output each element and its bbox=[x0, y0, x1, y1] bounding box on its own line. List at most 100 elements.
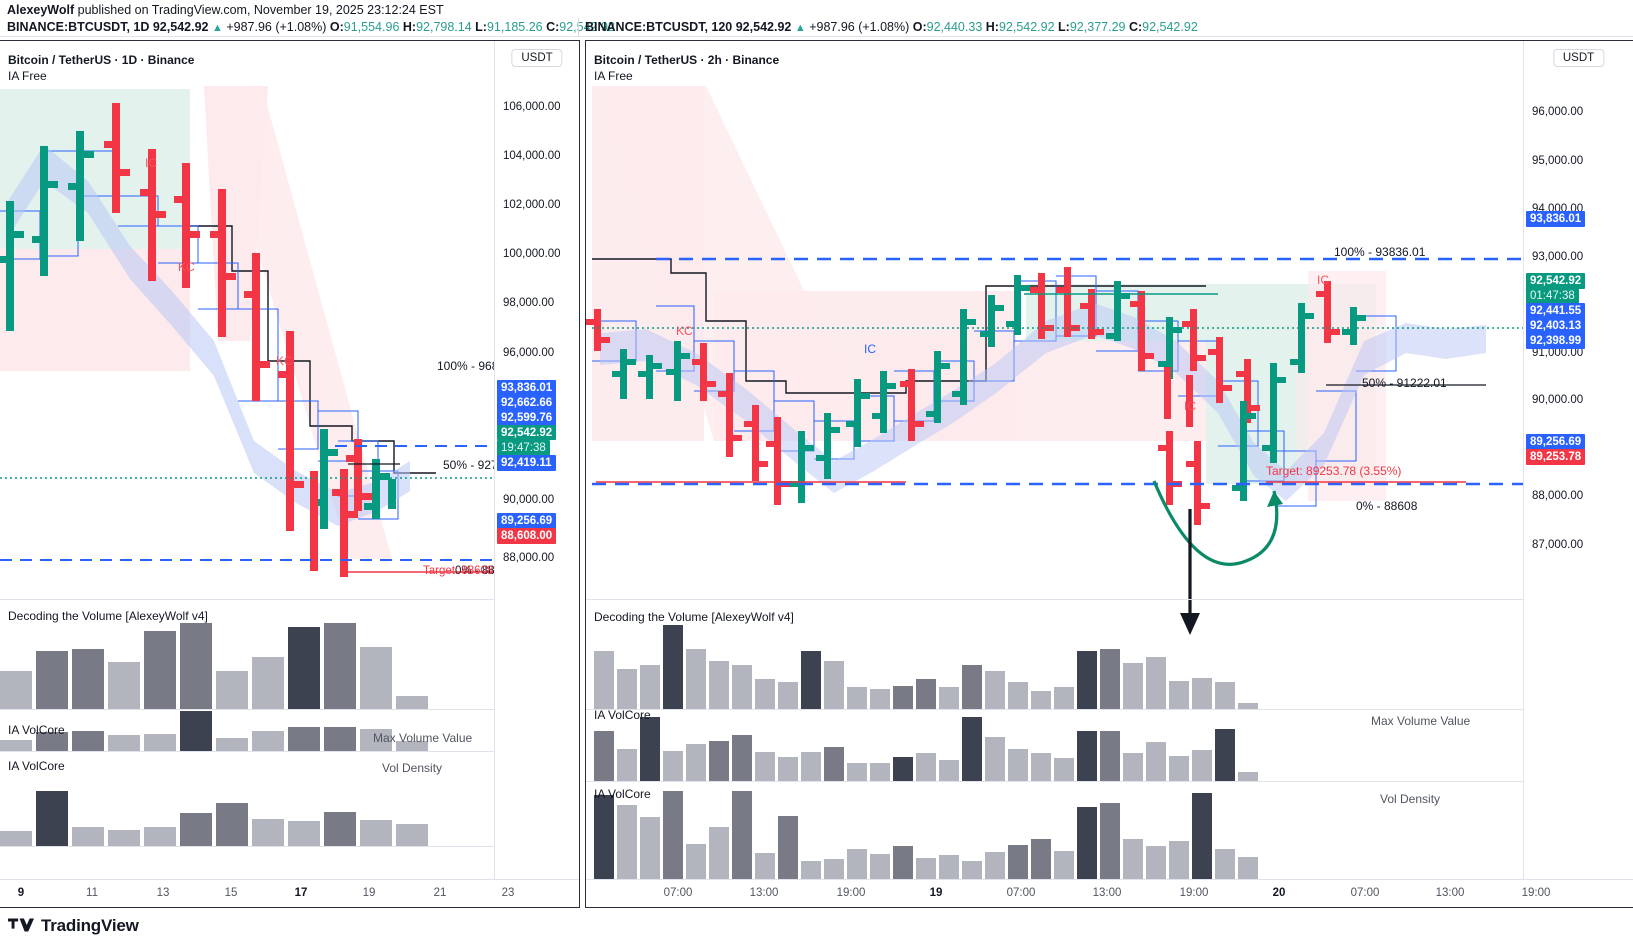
right-high-label: H: bbox=[985, 20, 999, 34]
right-high-value: 92,542.92 bbox=[998, 20, 1055, 34]
right-tick-1: 95,000.00 bbox=[1532, 155, 1584, 167]
left-candles bbox=[0, 103, 396, 577]
right-ind3-title[interactable]: IA VolCore bbox=[594, 787, 651, 801]
left-change: +987.96 (+1.08%) bbox=[226, 20, 327, 34]
left-ind2-title[interactable]: IA VolCore bbox=[8, 723, 65, 737]
right-tlab-3: 19 bbox=[929, 887, 943, 899]
right-tlab-4: 07:00 bbox=[1006, 887, 1036, 899]
left-ind2-bars bbox=[0, 711, 428, 751]
right-price-axis[interactable]: USDT 96,000.00 95,000.00 94,000.00 93,00… bbox=[1523, 41, 1633, 879]
right-tick-5: 90,000.00 bbox=[1532, 394, 1584, 406]
right-tag-92542: 92,542.92 bbox=[1526, 273, 1586, 289]
right-ind2-title[interactable]: IA VolCore bbox=[594, 708, 651, 722]
chart-pane-2h[interactable]: Bitcoin / TetherUS · 2h · Binance IA Fre… bbox=[585, 40, 1633, 908]
left-target-label: Target: 88608 bbox=[423, 565, 494, 577]
header-rule bbox=[0, 36, 1633, 37]
left-ind3-bars bbox=[0, 791, 428, 846]
right-ind3-bars bbox=[594, 791, 1258, 879]
right-plot-area[interactable] bbox=[586, 41, 1633, 907]
left-ind3-right-label: Vol Density bbox=[382, 761, 443, 775]
left-low-value: 91,185.26 bbox=[486, 20, 543, 34]
left-tag-92542: 92,542.92 bbox=[497, 425, 557, 440]
left-anno-kc-1: KC bbox=[178, 260, 195, 274]
left-tick-2: 102,000.00 bbox=[503, 199, 561, 211]
left-tick-0: 106,000.00 bbox=[503, 101, 561, 113]
left-close-value: 92,542.92 bbox=[559, 20, 615, 34]
left-tlab-5: 19 bbox=[362, 887, 376, 899]
right-low-label: L: bbox=[1058, 20, 1070, 34]
left-tick-3: 100,000.00 bbox=[503, 248, 561, 260]
left-sep-4 bbox=[0, 846, 579, 847]
left-time-axis[interactable]: 9 11 13 15 17 19 21 23 bbox=[0, 879, 579, 907]
publish-line: AlexeyWolf published on TradingView.com,… bbox=[7, 3, 444, 17]
right-quote-line: BINANCE:BTCUSDT, 120 92,542.92 ▲ +987.96… bbox=[585, 20, 1198, 34]
tradingview-mark-icon bbox=[8, 918, 34, 932]
left-tag-92542-value: 92,542.92 bbox=[501, 427, 553, 439]
right-tlab-9: 13:00 bbox=[1435, 887, 1465, 899]
left-tlab-4: 17 bbox=[294, 887, 308, 899]
tradingview-wordmark: TradingView bbox=[41, 916, 139, 935]
left-tick-7: 88,000.00 bbox=[503, 552, 555, 564]
left-price-axis[interactable]: USDT 106,000.00 104,000.00 102,000.00 10… bbox=[494, 41, 579, 879]
left-ribbon bbox=[8, 145, 410, 526]
right-tag-92403: 92,403.13 bbox=[1526, 318, 1586, 334]
right-tag-92398: 92,398.99 bbox=[1526, 333, 1586, 349]
right-open-label: O: bbox=[912, 20, 927, 34]
right-tag-89256: 89,256.69 bbox=[1526, 434, 1586, 450]
left-tick-1: 104,000.00 bbox=[503, 150, 561, 162]
right-close-value: 92,542.92 bbox=[1142, 20, 1198, 34]
right-tag-89253: 89,253.78 bbox=[1526, 449, 1586, 465]
right-ind2-right-label: Max Volume Value bbox=[1371, 714, 1471, 728]
right-anno-ic-1: IC bbox=[1184, 399, 1196, 413]
left-plot-area[interactable] bbox=[0, 41, 579, 907]
left-sep-1 bbox=[0, 599, 579, 600]
footer: TradingView bbox=[0, 910, 1633, 952]
left-high-value: 92,798.14 bbox=[416, 20, 472, 34]
right-ind2-bars bbox=[594, 717, 1258, 781]
left-tlab-6: 21 bbox=[433, 887, 447, 899]
left-ind2-right-label: Max Volume Value bbox=[373, 731, 473, 745]
right-candles bbox=[586, 267, 1366, 525]
left-fib-100: 100% - 96846 bbox=[437, 359, 512, 373]
right-anno-ic-2: IC bbox=[1317, 273, 1329, 287]
right-time-axis[interactable]: 07:00 13:00 19:00 19 07:00 13:00 19:00 2… bbox=[586, 879, 1633, 907]
right-fib-50: 50% - 91222.01 bbox=[1362, 376, 1447, 390]
left-ind1-title[interactable]: Decoding the Volume [AlexeyWolf v4] bbox=[8, 609, 208, 623]
right-tag-92441: 92,441.55 bbox=[1526, 303, 1586, 319]
left-tag-88608: 88,608.00 bbox=[497, 528, 557, 544]
left-open-value: 91,554.96 bbox=[343, 20, 400, 34]
left-tick-5: 96,000.00 bbox=[503, 347, 555, 359]
left-tlab-1: 11 bbox=[86, 887, 98, 899]
left-ind1-bars bbox=[0, 623, 428, 709]
tradingview-logo[interactable]: TradingView bbox=[8, 916, 139, 936]
chart-pane-daily[interactable]: Bitcoin / TetherUS · 1D · Binance IA Fre… bbox=[0, 40, 580, 908]
left-symbol: BINANCE:BTCUSDT, 1D bbox=[7, 20, 150, 34]
header-divider bbox=[578, 18, 579, 36]
right-tick-4: 91,000.00 bbox=[1532, 347, 1584, 359]
left-up-arrow-icon: ▲ bbox=[211, 22, 223, 34]
right-tag-countdown: 01:47:38 bbox=[1526, 288, 1579, 304]
left-low-label: L: bbox=[475, 20, 487, 34]
author-name: AlexeyWolf bbox=[7, 3, 75, 17]
right-sep-1 bbox=[586, 599, 1633, 600]
left-tag-countdown: 19:47:38 bbox=[497, 440, 550, 456]
right-pane-subtitle: IA Free bbox=[594, 69, 633, 83]
left-ind3-title[interactable]: IA VolCore bbox=[8, 759, 65, 773]
left-tlab-7: 23 bbox=[501, 887, 515, 899]
right-axis-unit[interactable]: USDT bbox=[1552, 49, 1605, 67]
left-sep-3 bbox=[0, 751, 579, 752]
right-tlab-5: 13:00 bbox=[1092, 887, 1122, 899]
right-chart-svg bbox=[586, 86, 1596, 635]
right-tlab-0: 07:00 bbox=[663, 887, 693, 899]
right-tick-7: 87,000.00 bbox=[1532, 539, 1584, 551]
right-tlab-2: 19:00 bbox=[836, 887, 866, 899]
right-tlab-1: 13:00 bbox=[749, 887, 779, 899]
left-anno-ic: IC bbox=[145, 156, 157, 170]
right-fib-100: 100% - 93836.01 bbox=[1334, 245, 1426, 259]
left-tlab-0: 9 bbox=[17, 887, 25, 899]
right-tag-93836: 93,836.01 bbox=[1526, 211, 1586, 227]
left-axis-unit[interactable]: USDT bbox=[511, 49, 563, 67]
right-sep-2 bbox=[586, 709, 1633, 710]
right-target-label: Target: 89253.78 (3.55%) bbox=[1266, 464, 1402, 478]
right-ind1-title[interactable]: Decoding the Volume [AlexeyWolf v4] bbox=[594, 610, 794, 624]
